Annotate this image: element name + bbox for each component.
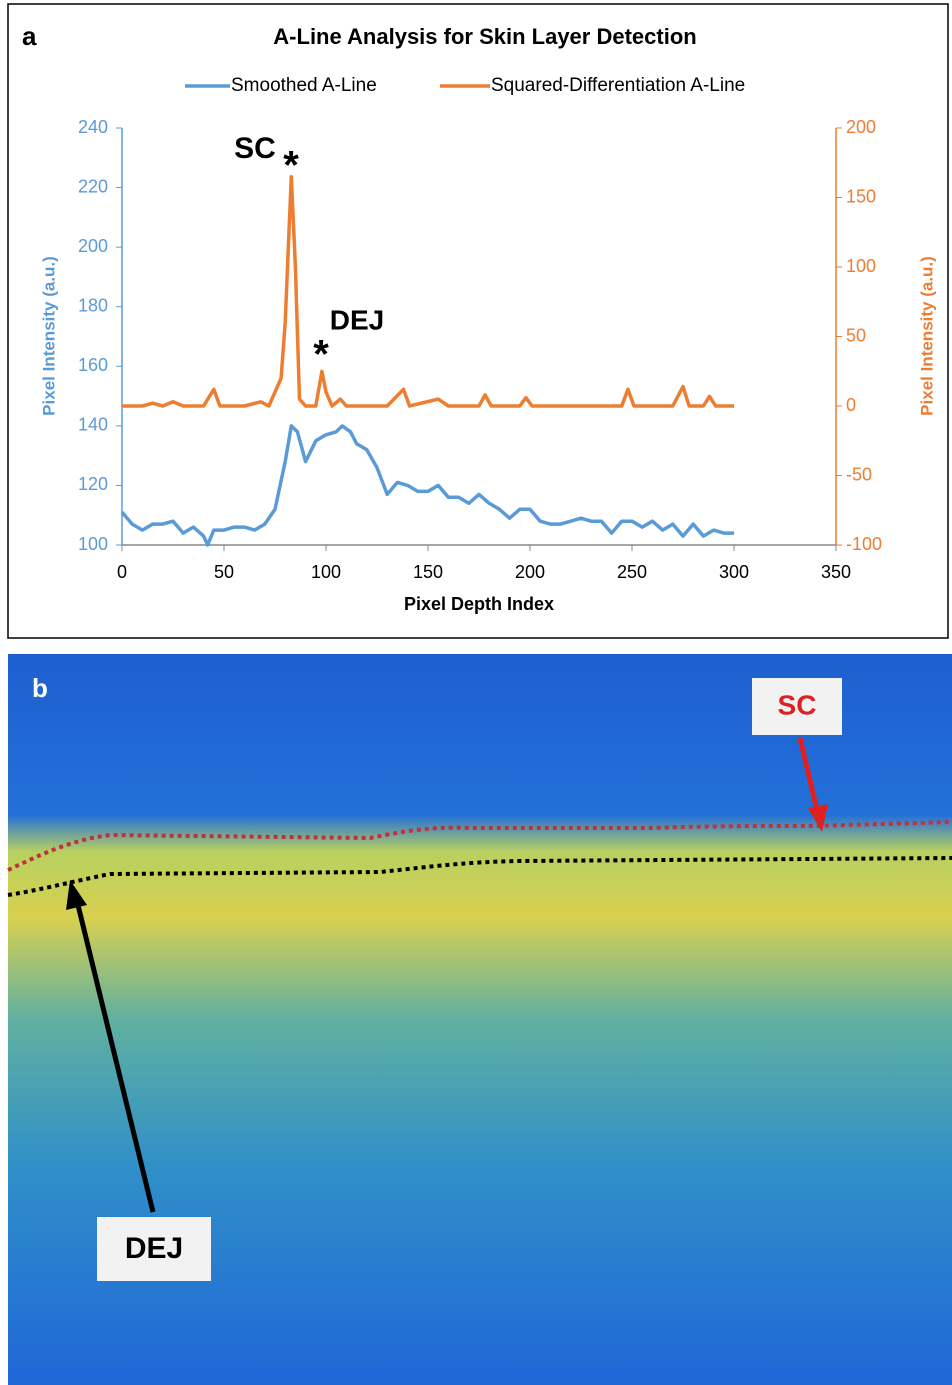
x-tick-label: 150 [413, 562, 443, 582]
y2-tick-label: 100 [846, 256, 876, 276]
dej-arrow [75, 904, 156, 1213]
y-tick-label: 160 [78, 355, 108, 375]
sc-label: SC [778, 689, 817, 720]
x-axis-label: Pixel Depth Index [404, 594, 554, 614]
panel-label: b [32, 673, 48, 703]
series-line [120, 424, 734, 547]
y2-tick-label: 200 [846, 117, 876, 137]
x-tick-label: 50 [214, 562, 234, 582]
legend-label: Smoothed A-Line [231, 75, 377, 96]
annotation: * [283, 144, 299, 188]
sc-arrowhead [808, 804, 828, 832]
series-line [122, 174, 734, 408]
annotation: * [313, 333, 329, 377]
x-tick-label: 250 [617, 562, 647, 582]
y2-tick-label: 50 [846, 325, 866, 345]
dej-label: DEJ [125, 1232, 183, 1265]
legend-label: Squared-Differentiation A-Line [491, 75, 745, 96]
y-axis-label: Pixel Intensity (a.u.) [39, 256, 58, 416]
sc-label-box [752, 678, 842, 735]
y-tick-label: 200 [78, 236, 108, 256]
panel-a-frame [7, 3, 949, 639]
annotation: SC [234, 132, 276, 165]
sc-arrow [797, 737, 820, 811]
x-tick-label: 0 [117, 562, 127, 582]
y2-tick-label: -100 [846, 534, 882, 554]
y2-tick-label: 0 [846, 395, 856, 415]
x-tick-label: 100 [311, 562, 341, 582]
x-tick-label: 200 [515, 562, 545, 582]
y2-axis-label: Pixel Intensity (a.u.) [917, 256, 936, 416]
x-tick-label: 350 [821, 562, 851, 582]
y2-tick-label: -50 [846, 464, 872, 484]
y-tick-label: 220 [78, 176, 108, 196]
dej-arrowhead [66, 880, 87, 910]
dej-boundary [7, 856, 952, 897]
x-tick-label: 300 [719, 562, 749, 582]
panel-label: a [22, 21, 37, 51]
y-tick-label: 100 [78, 534, 108, 554]
y2-tick-label: 150 [846, 186, 876, 206]
y-tick-label: 240 [78, 117, 108, 137]
y-tick-label: 140 [78, 415, 108, 435]
annotation: DEJ [330, 304, 384, 335]
dej-label-box [97, 1217, 211, 1281]
chart-title: A-Line Analysis for Skin Layer Detection [273, 24, 696, 49]
y-tick-label: 120 [78, 474, 108, 494]
y-tick-label: 180 [78, 295, 108, 315]
